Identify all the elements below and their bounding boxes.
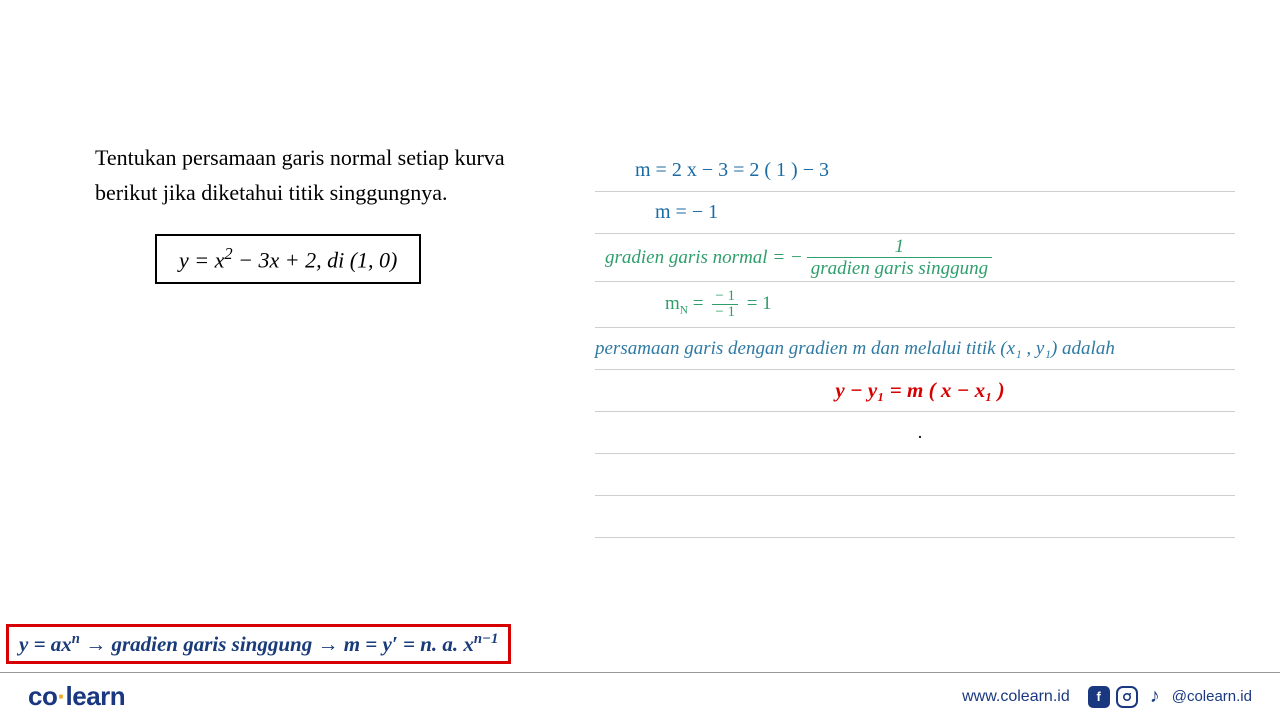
instagram-icon <box>1116 686 1138 708</box>
problem-equation: y = x2 − 3x + 2, di (1, 0) <box>155 234 421 283</box>
problem-panel: Tentukan persamaan garis normal setiap k… <box>95 140 585 284</box>
footer-url: www.colearn.id <box>962 688 1070 706</box>
worked-solution: m = 2 x − 3 = 2 ( 1 ) − 3 m = − 1 gradie… <box>595 150 1235 538</box>
social-icons: f ♪ @colearn.id <box>1088 686 1252 708</box>
work-line-5: persamaan garis dengan gradien m dan mel… <box>595 328 1235 370</box>
fraction-mn: − 1 − 1 <box>712 289 738 320</box>
social-handle: @colearn.id <box>1172 688 1252 705</box>
brand-logo: co·learn <box>28 681 125 712</box>
tiktok-icon: ♪ <box>1144 686 1166 708</box>
footer: co·learn www.colearn.id f ♪ @colearn.id <box>0 672 1280 720</box>
work-line-9 <box>595 496 1235 538</box>
work-line-4: mN = − 1 − 1 = 1 <box>595 282 1235 328</box>
work-line-8 <box>595 454 1235 496</box>
tangent-gradient-formula: y = axn → gradien garis singgung → m = y… <box>6 624 511 664</box>
work-line-1: m = 2 x − 3 = 2 ( 1 ) − 3 <box>595 150 1235 192</box>
work-line-7: . <box>595 412 1235 454</box>
problem-line-2: berikut jika diketahui titik singgungnya… <box>95 175 585 210</box>
work-line-6: y − y₁ = m ( x − x₁ ) <box>595 370 1235 412</box>
fraction-normal-gradient: 1 gradien garis singgung <box>807 237 992 278</box>
work-line-2: m = − 1 <box>595 192 1235 234</box>
facebook-icon: f <box>1088 686 1110 708</box>
logo-dot-icon: · <box>57 681 65 711</box>
work-line-3: gradien garis normal = − 1 gradien garis… <box>595 234 1235 282</box>
problem-line-1: Tentukan persamaan garis normal setiap k… <box>95 140 585 175</box>
